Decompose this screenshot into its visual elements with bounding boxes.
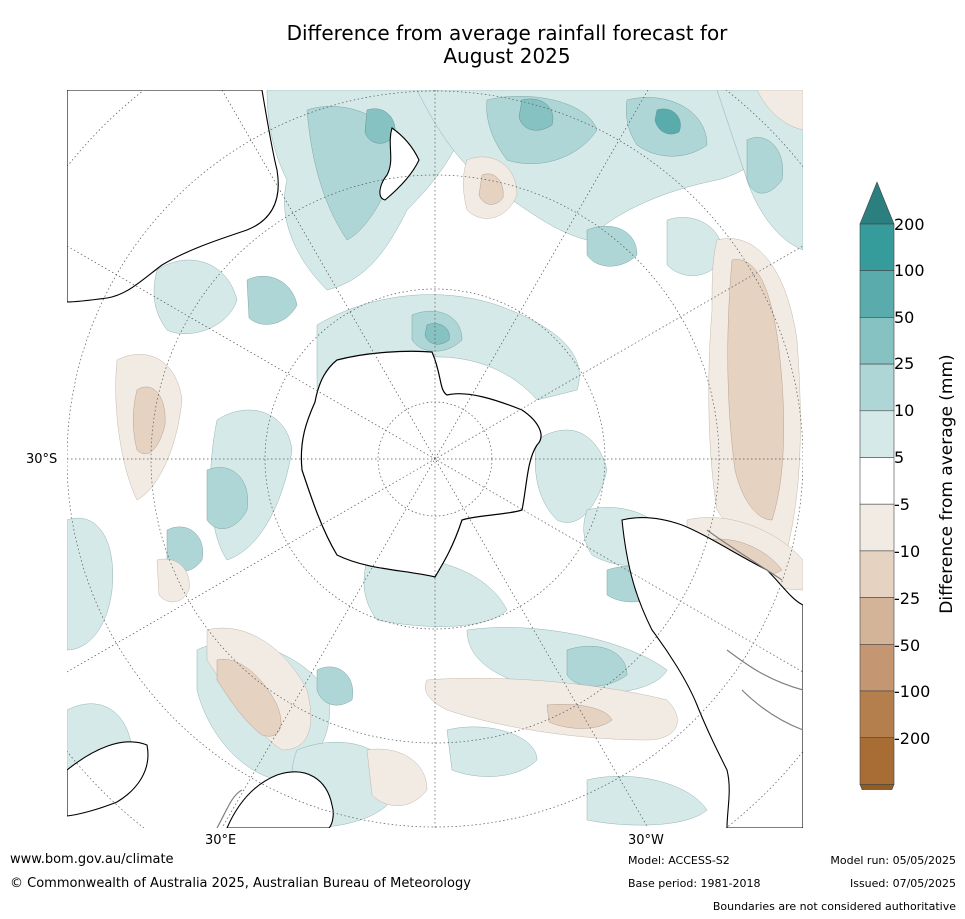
colorbar bbox=[859, 181, 895, 790]
chart-title: Difference from average rainfall forecas… bbox=[67, 22, 947, 68]
colorbar-segment bbox=[859, 317, 895, 365]
antarctica-coastline bbox=[300, 350, 542, 578]
footer-url[interactable]: www.bom.gov.au/climate bbox=[10, 852, 174, 867]
footer-model-run: Model run: 05/05/2025 bbox=[830, 854, 956, 867]
colorbar-segment bbox=[859, 363, 895, 412]
colorbar-segment bbox=[859, 597, 895, 645]
colorbar-segment bbox=[859, 550, 895, 598]
colorbar-tick: -25 bbox=[894, 589, 921, 608]
rainfall-map bbox=[67, 90, 803, 828]
dry-anomaly-10-25 bbox=[133, 173, 784, 737]
footer-issued: Issued: 07/05/2025 bbox=[849, 877, 956, 890]
colorbar-tick: 200 bbox=[894, 215, 925, 234]
footer-base-period: Base period: 1981-2018 bbox=[628, 877, 761, 890]
australia-coastline bbox=[67, 90, 279, 303]
colorbar-segment bbox=[859, 270, 895, 318]
graticule bbox=[67, 90, 803, 828]
footer-model: Model: ACCESS-S2 bbox=[628, 854, 730, 867]
lon-label-30w: 30°W bbox=[628, 833, 664, 848]
colorbar-tick: -10 bbox=[894, 542, 921, 561]
colorbar-tick: 100 bbox=[894, 261, 925, 280]
colorbar-segment bbox=[859, 503, 895, 552]
footer-copyright: © Commonwealth of Australia 2025, Austra… bbox=[10, 876, 471, 891]
colorbar-extend-min bbox=[859, 784, 895, 790]
title-line-2: August 2025 bbox=[443, 44, 571, 68]
wet-anomaly-25-100 bbox=[364, 98, 681, 345]
colorbar-tick: -100 bbox=[894, 682, 931, 701]
colorbar-segment bbox=[859, 457, 895, 505]
colorbar-segment bbox=[859, 410, 895, 458]
colorbar-tick: 10 bbox=[894, 401, 915, 420]
colorbar-extend-max bbox=[859, 181, 895, 225]
colorbar-tick: 5 bbox=[894, 448, 905, 467]
colorbar-segment bbox=[859, 643, 895, 692]
colorbar-tick: 25 bbox=[894, 354, 915, 373]
colorbar-tick: -5 bbox=[894, 495, 910, 514]
colorbar-segment bbox=[859, 223, 895, 272]
colorbar-tick: -200 bbox=[894, 729, 931, 748]
title-line-1: Difference from average rainfall forecas… bbox=[286, 21, 728, 45]
lat-label-30s: 30°S bbox=[26, 452, 58, 467]
south-america-coastline bbox=[621, 516, 803, 828]
country-boundaries bbox=[216, 529, 803, 828]
colorbar-tick: 50 bbox=[894, 308, 915, 327]
new-zealand-coastline bbox=[379, 127, 420, 201]
colorbar-label: Difference from average (mm) bbox=[937, 354, 957, 614]
africa-coastline bbox=[226, 771, 334, 828]
lon-label-30e: 30°E bbox=[205, 833, 237, 848]
africa-coastline-west bbox=[67, 741, 149, 817]
colorbar-segment bbox=[859, 690, 895, 739]
colorbar-segment bbox=[859, 737, 895, 785]
colorbar-tick: -50 bbox=[894, 636, 921, 655]
footer-boundaries-note: Boundaries are not considered authoritat… bbox=[712, 900, 956, 913]
